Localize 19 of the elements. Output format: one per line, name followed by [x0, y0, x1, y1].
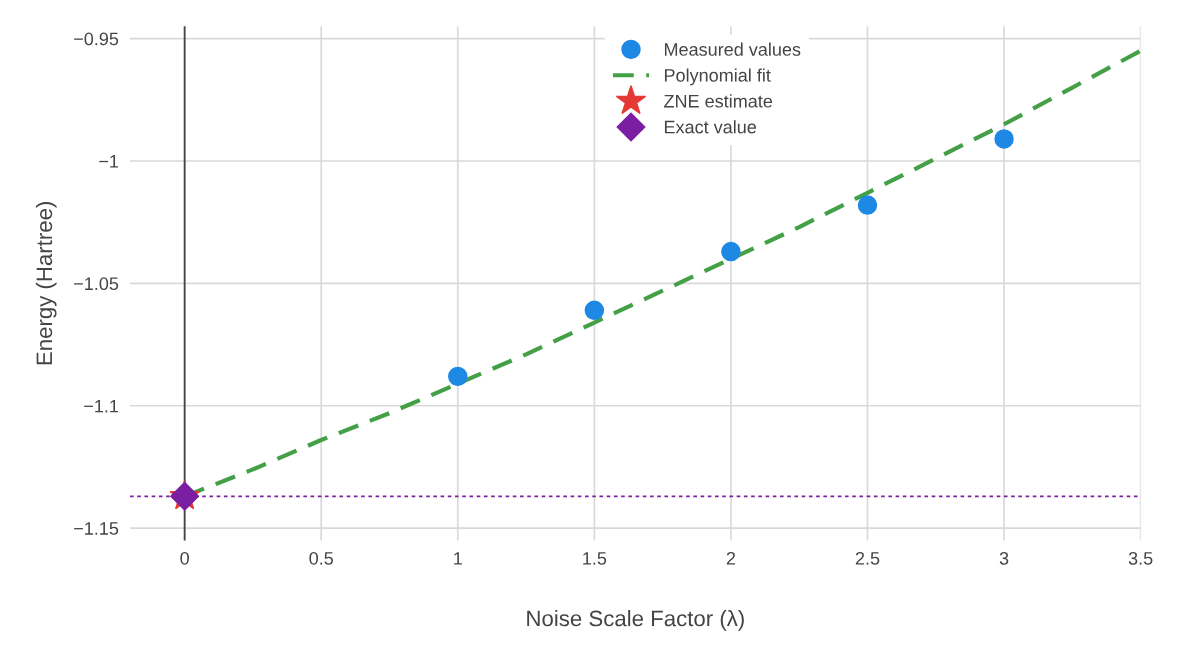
x-axis-title: Noise Scale Factor (λ) [527, 609, 744, 631]
legend-label: Polynomial fit [664, 68, 771, 86]
x-tick-label: 3 [999, 551, 1009, 565]
x-tick-label: 3.5 [1128, 551, 1153, 565]
y-tick-label: −1.15 [74, 522, 119, 535]
x-tick-label: 0.5 [309, 551, 334, 565]
legend-label: ZNE estimate [664, 94, 773, 108]
y-tick-label: −1.1 [84, 399, 119, 413]
x-tick-label: 1.5 [583, 552, 607, 565]
y-tick-label: −0.95 [74, 32, 119, 46]
x-tick-label: 2 [726, 551, 736, 565]
x-tick-label: 1 [454, 552, 462, 565]
x-tick-label: 0 [180, 551, 189, 565]
y-tick-label: −1 [99, 155, 119, 168]
x-tick-label: 2.5 [855, 551, 880, 565]
y-tick-label: −1.05 [74, 277, 119, 291]
legend-label: Measured values [664, 42, 801, 56]
y-axis-title: Energy (Hartree) [35, 202, 57, 365]
legend-label: Exact value [664, 120, 757, 134]
